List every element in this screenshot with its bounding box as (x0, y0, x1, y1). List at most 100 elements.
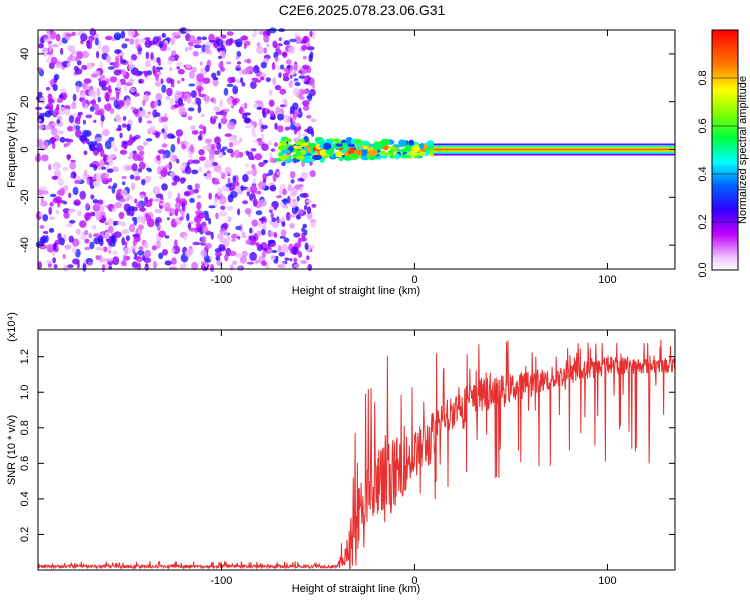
noise-blob (203, 95, 210, 102)
noise-blob (44, 124, 53, 130)
noise-blob (51, 175, 59, 180)
noise-blob (272, 77, 276, 86)
noise-blob (62, 253, 66, 260)
noise-blob (269, 206, 274, 211)
noise-blob (195, 222, 201, 228)
noise-blob (172, 104, 180, 108)
noise-blob (152, 186, 161, 195)
noise-blob (213, 115, 218, 120)
noise-blob (41, 47, 49, 55)
noise-blob (148, 127, 156, 134)
noise-blob (181, 143, 186, 150)
noise-blob (179, 208, 183, 215)
noise-blob (99, 61, 103, 70)
noise-blob (161, 143, 168, 148)
noise-blob (229, 191, 238, 198)
noise-blob (57, 130, 64, 135)
noise-blob (81, 83, 87, 89)
noise-blob (219, 99, 223, 108)
noise-blob (66, 62, 71, 68)
noise-blob (299, 96, 305, 100)
noise-blob (292, 87, 300, 97)
transition-blob (285, 158, 294, 163)
noise-blob (223, 113, 227, 118)
noise-blob (42, 214, 49, 222)
noise-blob (38, 91, 43, 97)
noise-blob (92, 199, 99, 204)
noise-blob (81, 64, 88, 70)
noise-blob (277, 125, 284, 133)
noise-blob (144, 39, 152, 48)
colorbar-tick-label: 0.2 (697, 214, 709, 229)
noise-blob (301, 227, 305, 233)
noise-blob (128, 223, 136, 233)
noise-blob (231, 238, 236, 242)
noise-blob (208, 217, 212, 225)
noise-blob (100, 80, 107, 87)
noise-blob (276, 170, 281, 176)
noise-blob (152, 260, 157, 269)
noise-blob (95, 172, 103, 181)
noise-blob (197, 166, 203, 173)
noise-blob (37, 261, 43, 270)
transition-blob (372, 143, 382, 151)
snr-frame (37, 329, 676, 571)
transition-blob (362, 145, 368, 150)
noise-blob (214, 198, 218, 208)
noise-blob (237, 236, 241, 240)
colorbar-tick-label: 0.0 (697, 262, 709, 277)
colorbar-tick-label: 0.4 (697, 166, 709, 181)
noise-blob (269, 157, 276, 163)
noise-blob (120, 30, 126, 39)
noise-blob (214, 252, 223, 257)
noise-blob (132, 108, 139, 114)
noise-blob (255, 210, 263, 216)
noise-blob (177, 68, 185, 75)
noise-blob (262, 173, 267, 181)
noise-blob (125, 235, 130, 242)
noise-blob (226, 83, 234, 88)
noise-blob (179, 216, 184, 221)
noise-blob (105, 55, 111, 63)
noise-blob (143, 242, 149, 249)
noise-blob (84, 212, 92, 221)
noise-blob (191, 125, 196, 130)
noise-blob (93, 233, 101, 238)
noise-blob (256, 230, 262, 237)
noise-blob (235, 225, 242, 231)
noise-blob (205, 64, 210, 72)
noise-blob (189, 197, 196, 204)
noise-blob (258, 162, 265, 167)
noise-blob (239, 137, 243, 143)
noise-blob (107, 84, 112, 92)
noise-blob (164, 235, 170, 239)
noise-blob (278, 37, 282, 42)
noise-blob (76, 120, 81, 125)
noise-blob (290, 187, 298, 196)
noise-blob (186, 161, 190, 168)
noise-blob (63, 143, 68, 148)
noise-blob (218, 122, 222, 130)
noise-blob (72, 258, 80, 265)
noise-blob (225, 38, 233, 46)
noise-blob (60, 88, 67, 94)
noise-blob (185, 64, 192, 69)
noise-blob (231, 233, 238, 239)
spectrogram-panel: -100 0 100 -40 -20 0 20 40 Height of straight l… (6, 27, 676, 297)
noise-blob (53, 264, 58, 269)
noise-blob (229, 264, 234, 271)
noise-blob (309, 170, 316, 178)
noise-blob (129, 174, 135, 180)
x-tick-label: -100 (210, 575, 232, 587)
noise-blob (302, 100, 310, 107)
noise-blob (289, 223, 295, 229)
noise-blob (111, 166, 119, 173)
noise-blob (96, 50, 100, 59)
noise-blob (138, 79, 142, 84)
noise-blob (117, 49, 122, 53)
noise-blob (189, 144, 194, 153)
noise-blob (226, 31, 234, 36)
noise-blob (45, 86, 51, 91)
noise-blob (254, 100, 263, 104)
noise-blob (134, 198, 138, 204)
